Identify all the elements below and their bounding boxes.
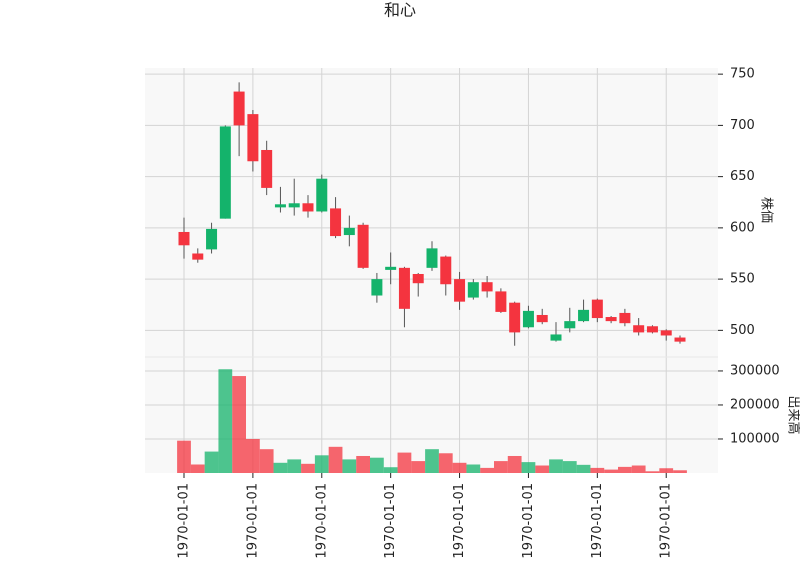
volume-bar bbox=[232, 376, 246, 473]
candle-body bbox=[591, 299, 603, 319]
volume-bar bbox=[425, 449, 439, 473]
volume-bar bbox=[507, 455, 522, 473]
candle-body bbox=[206, 228, 218, 250]
volume-bar bbox=[618, 466, 632, 473]
candle-body bbox=[619, 312, 631, 324]
candle-body bbox=[412, 273, 424, 284]
volume-bar bbox=[190, 464, 205, 473]
candle-body bbox=[357, 224, 369, 268]
x-tick-label: 1970-01-01 bbox=[590, 483, 605, 559]
y-tick-label: 500 bbox=[730, 323, 755, 338]
x-tick-label: 1970-01-01 bbox=[383, 483, 398, 559]
volume-bar bbox=[535, 465, 550, 473]
x-tick-label: 1970-01-01 bbox=[452, 483, 467, 559]
y-tick-label: 600 bbox=[730, 220, 755, 235]
candle-body bbox=[247, 114, 259, 162]
candle-body bbox=[302, 203, 314, 212]
volume-bar bbox=[438, 453, 453, 473]
candle-body bbox=[398, 267, 410, 309]
candle-body bbox=[316, 178, 328, 212]
chart-title: 和心 bbox=[384, 1, 416, 20]
candle-body bbox=[674, 337, 686, 342]
candle-body bbox=[343, 227, 355, 236]
x-tick-label: 1970-01-01 bbox=[521, 483, 536, 559]
volume-bar bbox=[480, 467, 494, 473]
candle-body bbox=[467, 282, 479, 298]
x-tick-label: 1970-01-01 bbox=[177, 483, 192, 559]
volume-bar bbox=[673, 470, 687, 473]
volume-bar bbox=[356, 455, 370, 473]
candle-body bbox=[426, 248, 438, 268]
y-axis-label: 株価 bbox=[759, 197, 774, 223]
candle-body bbox=[646, 326, 658, 333]
x-tick-label: 1970-01-01 bbox=[314, 483, 329, 559]
candle-body bbox=[330, 208, 342, 237]
volume-bar bbox=[314, 455, 329, 473]
volume-bar bbox=[328, 446, 343, 473]
y-tick-label: 750 bbox=[730, 67, 755, 82]
volume-bar bbox=[549, 459, 563, 473]
volume-axis-label: 出来高 bbox=[786, 395, 800, 434]
y-tick-label: 700 bbox=[730, 118, 755, 133]
volume-bar bbox=[397, 452, 412, 473]
candle-body bbox=[550, 334, 562, 341]
volume-bar bbox=[466, 464, 481, 473]
x-tick-label: 1970-01-01 bbox=[245, 483, 260, 559]
volume-bar bbox=[246, 438, 260, 473]
volume-bar bbox=[259, 449, 274, 473]
volume-y-tick-label: 300000 bbox=[730, 363, 780, 378]
volume-bar bbox=[590, 467, 605, 473]
candle-body bbox=[578, 309, 590, 322]
volume-bar bbox=[604, 469, 618, 473]
candle-body bbox=[495, 291, 507, 312]
candle-body bbox=[481, 282, 493, 292]
candle-body bbox=[274, 204, 286, 208]
candle-body bbox=[633, 325, 645, 333]
candle-body bbox=[385, 266, 397, 270]
candle-body bbox=[233, 91, 245, 126]
candle-body bbox=[660, 330, 672, 336]
volume-bar bbox=[494, 461, 508, 473]
volume-bar bbox=[301, 463, 315, 473]
volume-bar bbox=[411, 461, 426, 473]
volume-bar bbox=[177, 440, 191, 473]
volume-bar bbox=[659, 468, 674, 473]
volume-bar bbox=[521, 462, 536, 473]
volume-bar bbox=[645, 471, 660, 473]
volume-bar bbox=[383, 467, 398, 473]
candle-body bbox=[219, 126, 231, 219]
volume-bar bbox=[218, 369, 233, 473]
volume-y-tick-label: 100000 bbox=[730, 431, 780, 446]
candle-body bbox=[605, 317, 617, 322]
candle-body bbox=[261, 149, 273, 188]
volume-bar bbox=[287, 459, 302, 473]
y-tick-label: 650 bbox=[730, 169, 755, 184]
candle-body bbox=[536, 314, 548, 323]
candle-body bbox=[454, 279, 466, 302]
candle-body bbox=[522, 310, 534, 328]
candle-body bbox=[288, 203, 300, 208]
volume-y-tick-label: 200000 bbox=[730, 397, 780, 412]
y-tick-label: 550 bbox=[730, 272, 755, 287]
volume-bar bbox=[562, 461, 577, 473]
volume-bar bbox=[576, 464, 591, 473]
x-tick-label: 1970-01-01 bbox=[659, 483, 674, 559]
volume-bar bbox=[204, 451, 219, 473]
volume-bar bbox=[342, 459, 357, 473]
candle-body bbox=[564, 321, 576, 329]
candle-body bbox=[178, 231, 190, 246]
candle-body bbox=[371, 279, 383, 296]
candle-body bbox=[509, 302, 521, 333]
volume-bar bbox=[273, 462, 288, 473]
volume-bar bbox=[631, 465, 646, 473]
candle-body bbox=[440, 256, 452, 285]
volume-bar bbox=[452, 462, 467, 473]
volume-bar bbox=[370, 457, 384, 473]
candle-body bbox=[192, 253, 204, 260]
